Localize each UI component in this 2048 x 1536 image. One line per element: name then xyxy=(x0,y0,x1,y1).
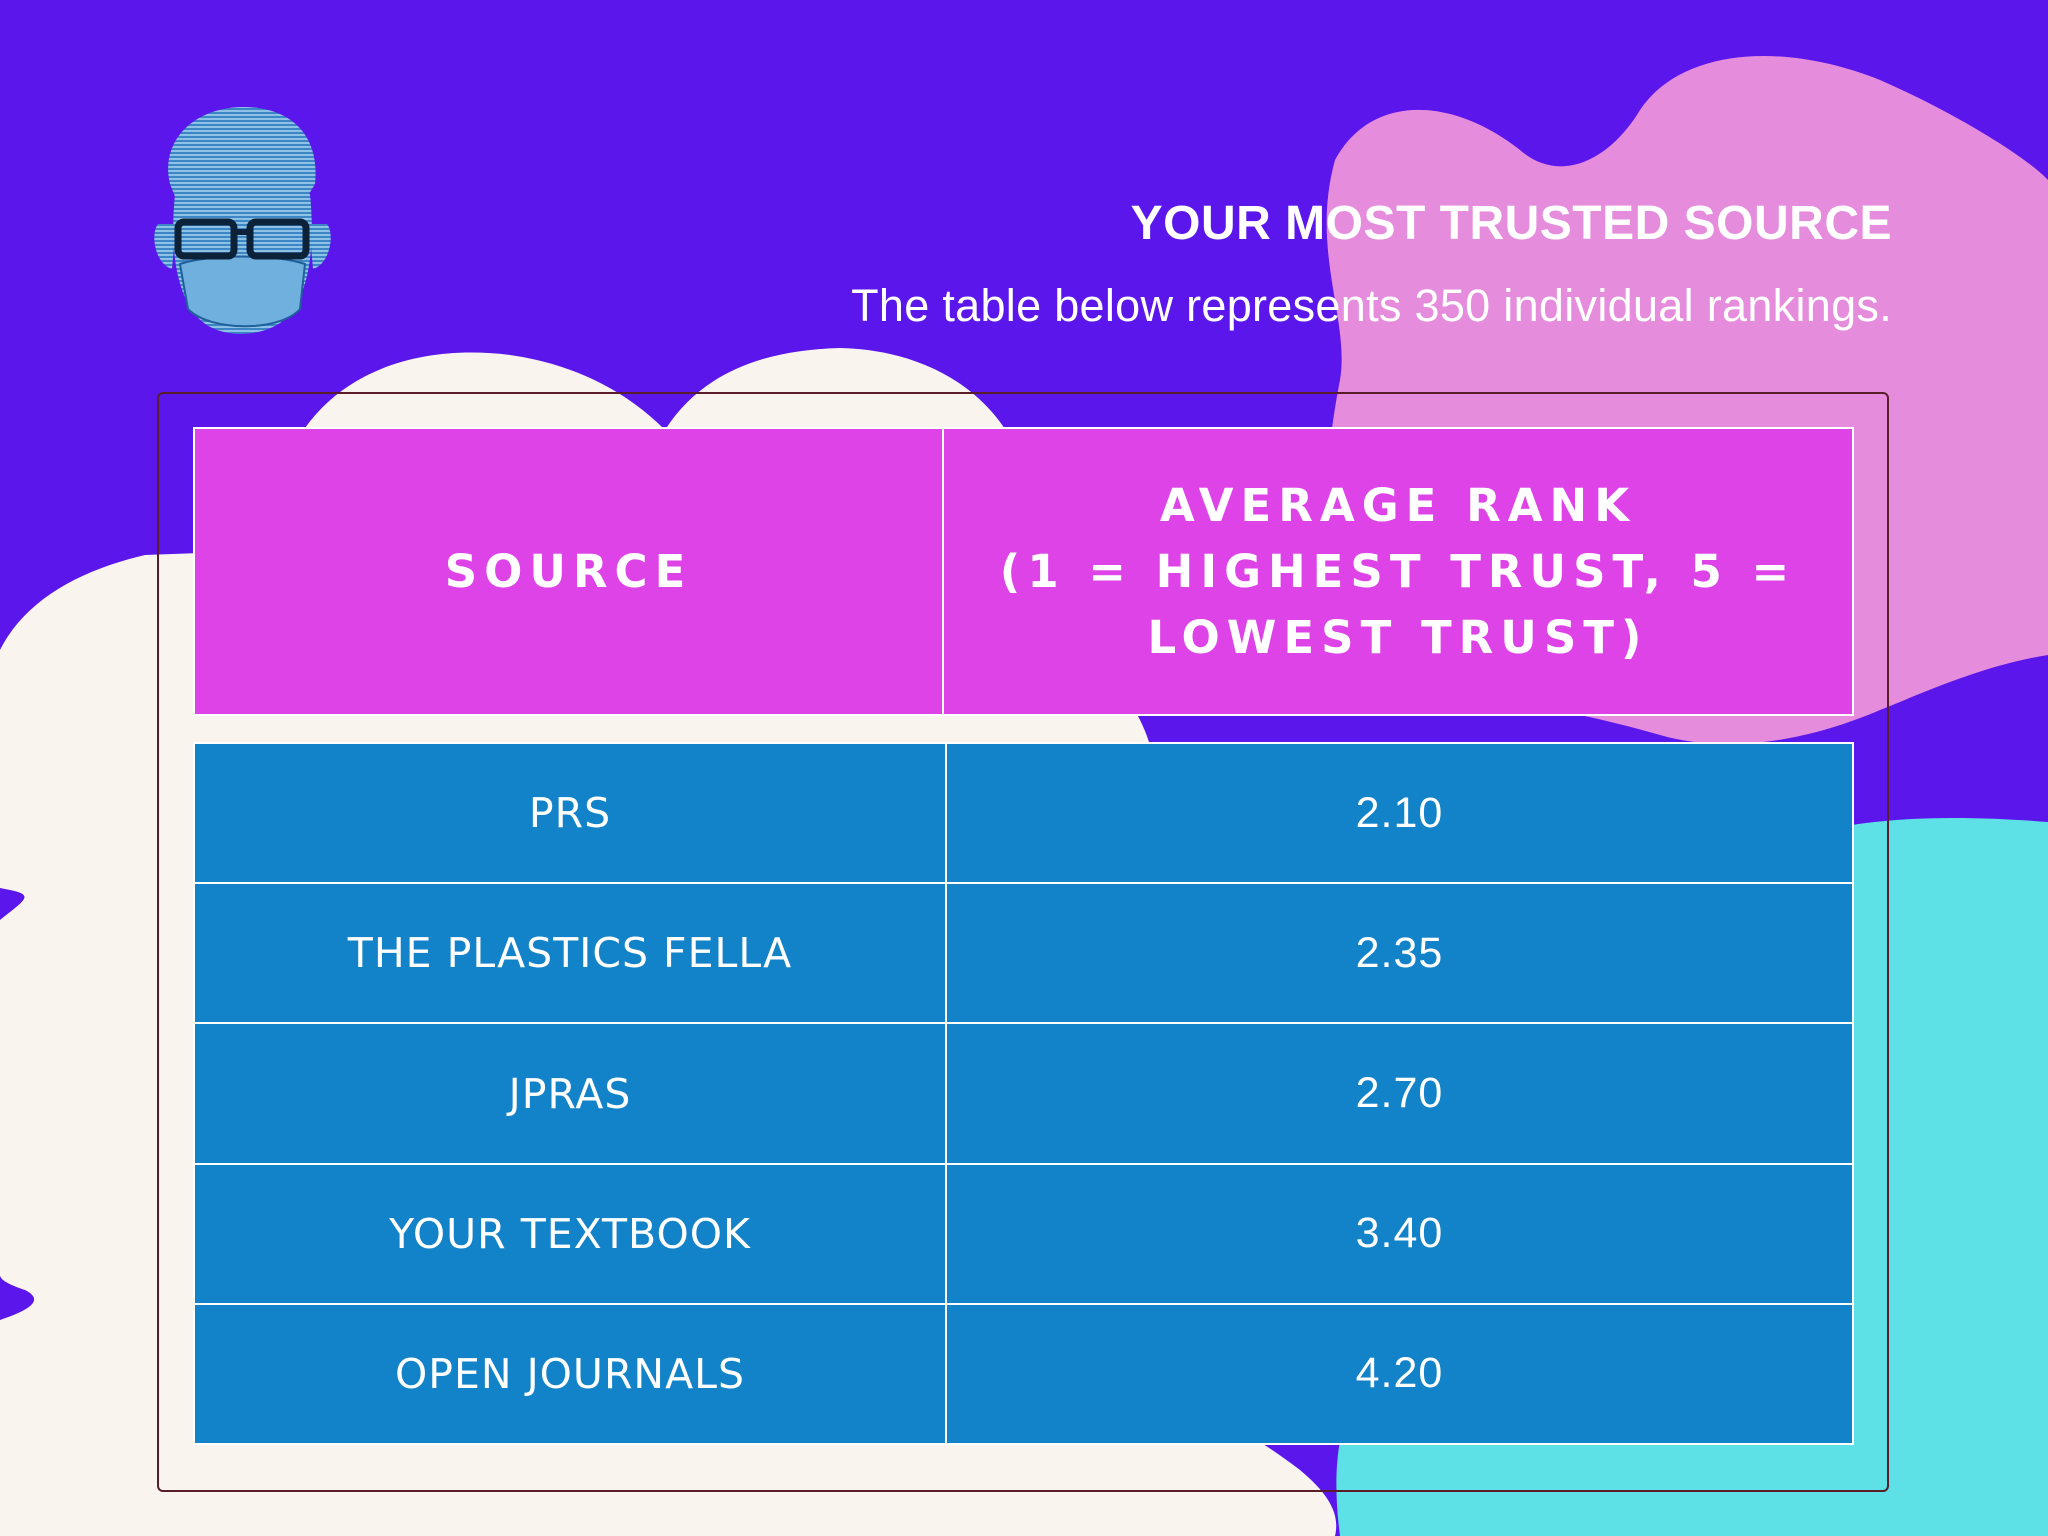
column-header-average-rank-label: AVERAGE RANK (1 = HIGHEST TRUST, 5 = LOWES… xyxy=(999,478,1797,664)
table-row: PRS 2.10 xyxy=(195,744,1852,883)
glasses-left-lens xyxy=(174,218,238,260)
glasses-right-lens xyxy=(246,218,310,260)
column-header-average-rank: AVERAGE RANK (1 = HIGHEST TRUST, 5 = LOWES… xyxy=(944,429,1852,714)
average-rank-cell: 2.10 xyxy=(947,744,1852,883)
source-cell: YOUR TEXTBOOK xyxy=(195,1164,947,1303)
table-body: PRS 2.10 THE PLASTICS FELLA 2.35 JPRAS 2.70 YO… xyxy=(193,742,1854,1445)
masked-man-with-glasses-icon xyxy=(154,106,331,334)
table-header-row: SOURCE AVERAGE RANK (1 = HIGHEST TRUST, 5… xyxy=(193,427,1854,716)
column-header-source-label: SOURCE xyxy=(444,544,693,598)
page-subtitle: The table below represents 350 individua… xyxy=(851,280,1892,331)
source-cell: JPRAS xyxy=(195,1024,947,1163)
table-row: THE PLASTICS FELLA 2.35 xyxy=(195,882,1852,1023)
column-header-source: SOURCE xyxy=(195,429,944,714)
source-cell: PRS xyxy=(195,744,947,883)
average-rank-cell: 3.40 xyxy=(947,1164,1852,1303)
hair-shape xyxy=(168,106,316,209)
table-frame xyxy=(157,392,1889,1492)
table-row: OPEN JOURNALS 4.20 xyxy=(195,1302,1852,1444)
table-row: YOUR TEXTBOOK 3.40 xyxy=(195,1162,1852,1303)
average-rank-cell: 2.70 xyxy=(947,1024,1852,1163)
average-rank-cell: 4.20 xyxy=(947,1304,1852,1444)
table-row: JPRAS 2.70 xyxy=(195,1022,1852,1163)
source-cell: THE PLASTICS FELLA xyxy=(195,884,947,1023)
source-cell: OPEN JOURNALS xyxy=(195,1304,947,1444)
ear-left xyxy=(154,224,176,269)
average-rank-cell: 2.35 xyxy=(947,884,1852,1023)
face-mask xyxy=(178,255,307,328)
page-title: YOUR MOST TRUSTED SOURCE xyxy=(1130,197,1892,250)
ear-right xyxy=(309,224,331,269)
